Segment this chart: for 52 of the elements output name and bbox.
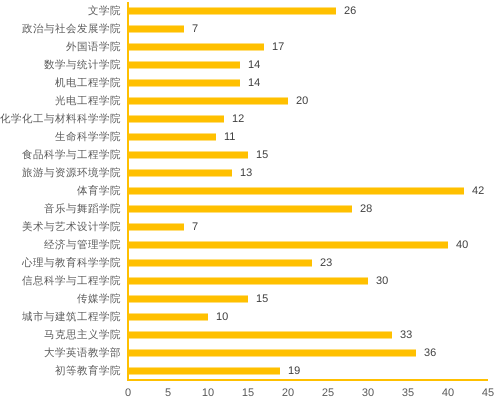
y-tick-label: 政治与社会发展学院 xyxy=(22,22,121,35)
data-label: 26 xyxy=(344,5,356,17)
y-tick-label: 美术与艺术设计学院 xyxy=(22,220,121,233)
y-tick-label: 信息科学与工程学院 xyxy=(22,274,121,287)
data-label: 7 xyxy=(192,23,198,35)
y-tick-label: 心理与教育科学学院 xyxy=(21,256,121,269)
x-tick-label: 15 xyxy=(242,387,254,399)
y-tick-label: 体育学院 xyxy=(77,184,121,197)
y-tick-label: 马克思主义学院 xyxy=(44,328,121,341)
x-tick-label: 40 xyxy=(442,387,454,399)
y-tick-label: 机电工程学院 xyxy=(55,76,121,89)
data-label: 11 xyxy=(224,131,236,143)
y-tick-label: 旅游与资源环境学院 xyxy=(22,166,121,179)
data-label: 33 xyxy=(400,329,412,341)
y-tick-label: 文学院 xyxy=(88,4,121,17)
y-tick-label: 外国语学院 xyxy=(66,40,121,53)
data-label: 20 xyxy=(296,95,308,107)
data-label: 14 xyxy=(248,59,260,71)
x-tick-label: 10 xyxy=(202,387,214,399)
data-label: 7 xyxy=(192,221,198,233)
data-label: 19 xyxy=(288,365,300,377)
data-label: 17 xyxy=(272,41,284,53)
data-label: 30 xyxy=(376,275,388,287)
data-label: 15 xyxy=(256,293,268,305)
x-tick-label: 5 xyxy=(164,387,172,399)
data-label: 23 xyxy=(320,257,332,269)
data-label: 12 xyxy=(232,113,244,125)
y-tick-label: 经济与管理学院 xyxy=(44,238,121,251)
data-label: 40 xyxy=(456,239,468,251)
data-label: 14 xyxy=(248,77,260,89)
x-tick-label: 45 xyxy=(482,387,494,399)
data-label: 13 xyxy=(240,167,252,179)
data-label: 28 xyxy=(360,203,372,215)
data-label: 10 xyxy=(216,311,228,323)
x-tick-label: 25 xyxy=(322,387,334,399)
x-tick-label: 0 xyxy=(124,387,132,399)
y-tick-label: 音乐与舞蹈学院 xyxy=(44,202,121,215)
y-tick-label: 光电工程学院 xyxy=(55,94,121,107)
y-tick-label: 数学与统计学院 xyxy=(44,58,121,71)
x-tick-label: 30 xyxy=(362,387,374,399)
y-tick-label: 食品科学与工程学院 xyxy=(22,148,121,161)
y-tick-label: 城市与建筑工程学院 xyxy=(21,310,121,323)
y-tick-label: 生命科学学院 xyxy=(55,130,121,143)
y-tick-label: 初等教育学院 xyxy=(55,364,121,377)
data-label: 15 xyxy=(256,149,268,161)
data-label: 42 xyxy=(472,185,484,197)
y-tick-label: 大学英语教学部 xyxy=(44,346,121,359)
x-tick-label: 35 xyxy=(402,387,414,399)
x-tick-label: 20 xyxy=(282,387,294,399)
data-label: 36 xyxy=(424,347,436,359)
y-tick-label: 化学化工与材料科学学院 xyxy=(0,112,121,125)
y-tick-label: 传媒学院 xyxy=(77,292,121,305)
